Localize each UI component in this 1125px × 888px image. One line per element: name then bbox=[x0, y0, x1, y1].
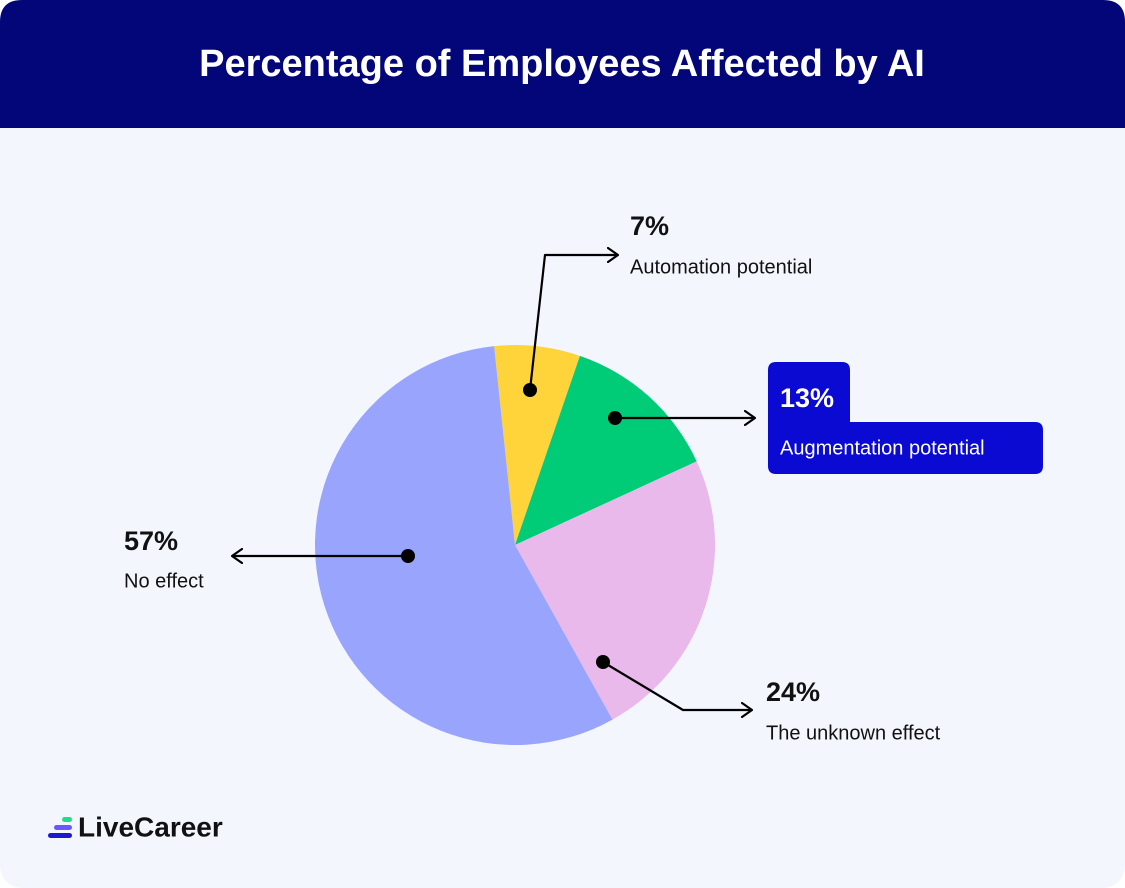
leader-dot bbox=[401, 549, 415, 563]
pie-slice bbox=[494, 345, 580, 545]
value-label: 7% bbox=[630, 211, 669, 241]
category-label: Augmentation potential bbox=[780, 437, 985, 459]
leader-dot bbox=[608, 411, 622, 425]
category-label: No effect bbox=[124, 570, 204, 592]
leader-dot bbox=[596, 655, 610, 669]
pie-slice bbox=[515, 355, 697, 545]
leader-dot bbox=[523, 383, 537, 397]
logo-bar bbox=[54, 825, 72, 830]
pie-slice bbox=[515, 461, 715, 720]
logo-bar bbox=[48, 833, 72, 838]
value-label: 13% bbox=[780, 383, 834, 413]
leader-line bbox=[528, 255, 618, 391]
logo-bar bbox=[62, 817, 72, 822]
value-label: 57% bbox=[124, 526, 178, 556]
value-label: 24% bbox=[766, 677, 820, 707]
brand-name: LiveCareer bbox=[78, 811, 223, 842]
brand-logo: LiveCareer bbox=[48, 811, 223, 842]
header bbox=[0, 0, 1125, 128]
label-highlight bbox=[768, 362, 1043, 474]
leader-line bbox=[602, 661, 752, 710]
chart-title: Percentage of Employees Affected by AI bbox=[199, 43, 925, 85]
category-label: Automation potential bbox=[630, 256, 812, 278]
category-label: The unknown effect bbox=[766, 722, 941, 744]
pie-slice bbox=[315, 346, 613, 745]
